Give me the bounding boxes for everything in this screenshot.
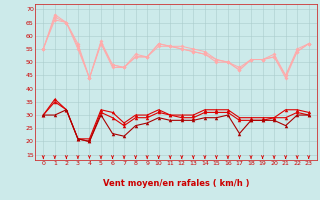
X-axis label: Vent moyen/en rafales ( km/h ): Vent moyen/en rafales ( km/h ) <box>103 179 249 188</box>
